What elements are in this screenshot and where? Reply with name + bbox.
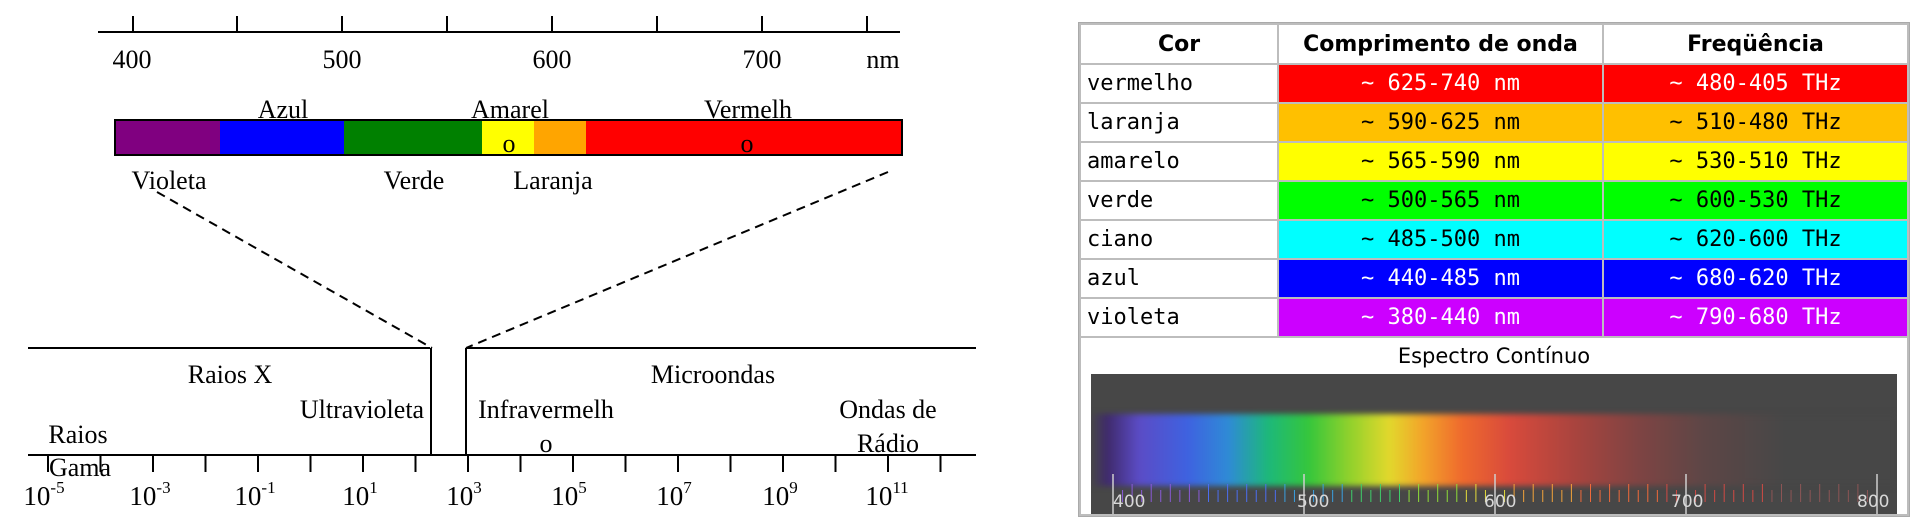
label-azul: Azul [258,95,309,124]
table-row: amarelo ~ 565-590 nm ~ 530-510 THz [1081,143,1907,180]
continuous-spectrum: 400 500 600 700 800 [1091,374,1897,514]
row-name: ciano [1081,221,1277,258]
em-axis-label: 105 [551,478,587,511]
table-row: ciano ~ 485-500 nm ~ 620-600 THz [1081,221,1907,258]
visible-tick-label-500: 500 [323,45,362,74]
row-frequency: ~ 480-405 THz [1604,65,1907,102]
em-axis-label: 109 [762,478,798,511]
em-axis-label: 10-5 [23,478,64,511]
label-violeta: Violeta [132,166,207,195]
row-frequency: ~ 790-680 THz [1604,299,1907,336]
row-name: verde [1081,182,1277,219]
region-raios-gama-line1: Raios [48,420,107,449]
label-verde: Verde [384,166,445,195]
em-axis-label: 103 [446,478,482,511]
em-axis-label: 10-1 [234,478,275,511]
label-amarelo-o: o [503,129,516,158]
em-axis-label: 1011 [865,478,908,511]
zoom-line-right [465,171,889,349]
row-name: violeta [1081,299,1277,336]
em-axis-ticks [47,455,942,472]
color-segment-violeta [115,120,220,155]
spectrum-label-500: 500 [1297,492,1330,512]
region-ultravioleta: Ultravioleta [300,395,425,424]
row-wavelength: ~ 500-565 nm [1279,182,1602,219]
visible-tick-label-600: 600 [533,45,572,74]
em-axis-label: 10-3 [129,478,170,511]
label-vermelho-o: o [741,129,754,158]
em-axis-labels: 10-5 10-3 10-1 101 103 105 107 109 1011 [23,478,908,511]
header-comprimento: Comprimento de onda [1279,25,1602,63]
visible-scale: 400 500 600 700 nm [98,16,900,74]
spectrum-label-400: 400 [1113,492,1146,512]
region-infravermelho-line2: o [540,429,553,458]
row-frequency: ~ 680-620 THz [1604,260,1907,297]
em-spectrum: Raios X Ultravioleta Infravermelh o Micr… [23,347,976,511]
row-frequency: ~ 510-480 THz [1604,104,1907,141]
visible-unit-label: nm [866,45,899,74]
color-bar-outline [114,119,903,156]
region-raios-x: Raios X [188,360,273,389]
label-vermelho: Vermelh [704,95,792,124]
row-wavelength: ~ 625-740 nm [1279,65,1602,102]
table-header-row: Cor Comprimento de onda Freqüência [1081,25,1907,63]
color-segment-verde [344,120,482,155]
visible-scale-ticks [132,16,868,32]
em-axis-label: 107 [656,478,692,511]
visible-tick-label-700: 700 [743,45,782,74]
table-row: verde ~ 500-565 nm ~ 600-530 THz [1081,182,1907,219]
row-wavelength: ~ 565-590 nm [1279,143,1602,180]
visible-tick-label-400: 400 [113,45,152,74]
label-amarelo: Amarel [471,95,549,124]
row-name: azul [1081,260,1277,297]
color-segment-azul [220,120,344,155]
region-microondas: Microondas [651,360,775,389]
color-table-body: vermelho ~ 625-740 nm ~ 480-405 THz lara… [1081,65,1907,514]
region-ondas-radio-line1: Ondas de [839,395,936,424]
row-wavelength: ~ 440-485 nm [1279,260,1602,297]
zoom-line-left [156,191,433,349]
label-laranja: Laranja [513,166,593,195]
row-frequency: ~ 620-600 THz [1604,221,1907,258]
color-segment-amarelo [482,120,534,155]
visible-color-bar: Azul Amarel o Vermelh o Violeta Verde La… [114,95,903,195]
spectrum-tick-marks [1112,474,1878,514]
table-row: laranja ~ 590-625 nm ~ 510-480 THz [1081,104,1907,141]
spectrum-label-800: 800 [1857,492,1890,512]
color-segment-vermelho [586,120,902,155]
row-frequency: ~ 600-530 THz [1604,182,1907,219]
spectrum-label-600: 600 [1484,492,1517,512]
table-row: violeta ~ 380-440 nm ~ 790-680 THz [1081,299,1907,336]
em-axis-label: 101 [342,478,378,511]
row-wavelength: ~ 590-625 nm [1279,104,1602,141]
spectrum-row: Espectro Contínuo 400 500 600 700 800 [1081,338,1907,514]
region-ondas-radio-line2: Rádio [857,429,919,458]
table-row: vermelho ~ 625-740 nm ~ 480-405 THz [1081,65,1907,102]
region-raios-gama-line2: Gama [49,453,112,482]
spectrum-title: Espectro Contínuo [1397,344,1591,368]
row-wavelength: ~ 380-440 nm [1279,299,1602,336]
color-segment-laranja [534,120,586,155]
spectrum-label-700: 700 [1671,492,1704,512]
spectrum-cell: Espectro Contínuo 400 500 600 700 800 [1081,338,1907,514]
spectrum-gradient [1091,414,1897,486]
header-cor: Cor [1081,25,1277,63]
color-table: Cor Comprimento de onda Freqüência verme… [1078,22,1910,517]
table-row: azul ~ 440-485 nm ~ 680-620 THz [1081,260,1907,297]
row-name: laranja [1081,104,1277,141]
row-frequency: ~ 530-510 THz [1604,143,1907,180]
row-name: vermelho [1081,65,1277,102]
header-frequencia: Freqüência [1604,25,1907,63]
region-infravermelho-line1: Infravermelh [478,395,614,424]
row-name: amarelo [1081,143,1277,180]
row-wavelength: ~ 485-500 nm [1279,221,1602,258]
